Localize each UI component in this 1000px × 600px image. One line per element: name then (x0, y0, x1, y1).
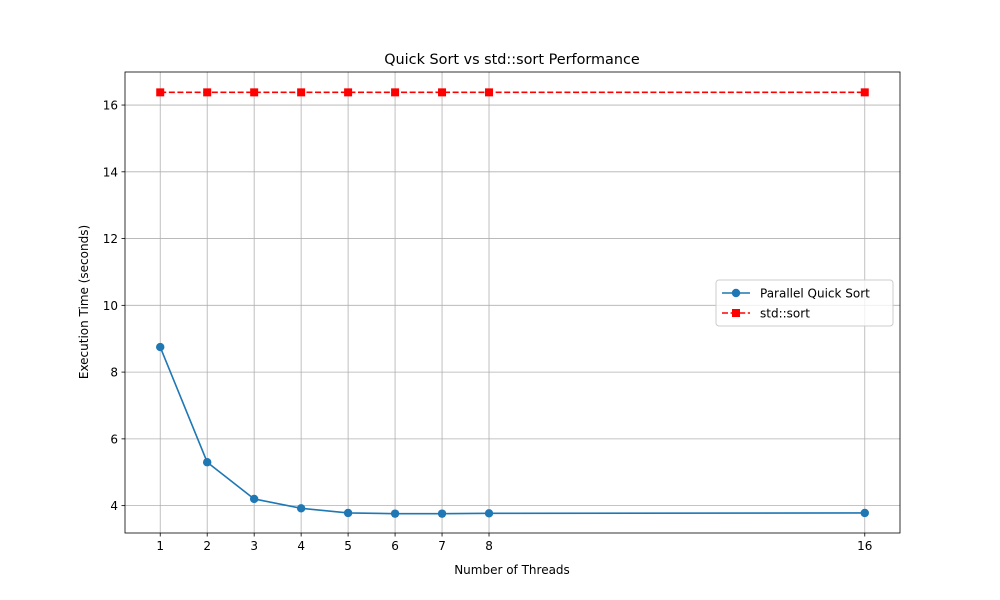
y-tick-label: 12 (103, 232, 118, 246)
x-tick-label: 16 (857, 539, 872, 553)
x-tick-label: 8 (485, 539, 493, 553)
data-point (202, 458, 212, 467)
y-axis-label: Execution Time (seconds) (77, 225, 91, 379)
x-tick-label: 1 (156, 539, 164, 553)
y-axis: 4 6 8 10 12 14 16 (103, 99, 125, 513)
x-axis-label: Number of Threads (454, 563, 570, 577)
x-axis: 1 2 3 4 5 6 7 8 16 (156, 533, 872, 553)
data-point (156, 88, 165, 97)
y-tick-label: 6 (110, 432, 118, 446)
data-point (156, 342, 165, 352)
data-point (860, 88, 869, 97)
legend-item: Parallel Quick Sort (722, 287, 870, 301)
series-1 (156, 88, 869, 97)
x-tick-label: 5 (344, 539, 352, 553)
data-point (203, 88, 212, 97)
data-point (296, 504, 306, 513)
data-point (438, 88, 447, 97)
x-tick-label: 6 (391, 539, 399, 553)
legend-box (715, 279, 894, 327)
legend-item: std::sort (722, 307, 810, 321)
data-point (485, 88, 494, 97)
chart-title: Quick Sort vs std::sort Performance (384, 52, 640, 68)
y-tick-label: 16 (103, 99, 118, 113)
data-point (344, 88, 353, 97)
data-point (437, 509, 447, 518)
y-tick-label: 8 (110, 366, 118, 380)
legend-label: std::sort (760, 307, 810, 321)
legend-marker (732, 309, 740, 317)
data-point (860, 508, 869, 518)
x-tick-label: 7 (438, 539, 446, 553)
series-0 (156, 342, 869, 518)
data-point (249, 494, 259, 504)
data-point (484, 509, 494, 518)
y-tick-label: 4 (110, 499, 118, 513)
x-tick-label: 2 (203, 539, 211, 553)
legend-marker (731, 288, 741, 298)
legend-label: Parallel Quick Sort (760, 287, 870, 301)
data-point (390, 509, 400, 518)
plot-frame (124, 71, 901, 534)
y-tick-label: 10 (103, 299, 118, 313)
data-point (343, 508, 353, 518)
data-point (297, 88, 306, 97)
data-point (250, 88, 259, 97)
y-tick-label: 14 (103, 165, 118, 179)
x-tick-label: 3 (250, 539, 258, 553)
x-tick-label: 4 (297, 539, 305, 553)
data-point (391, 88, 400, 97)
series-layer (156, 88, 869, 518)
